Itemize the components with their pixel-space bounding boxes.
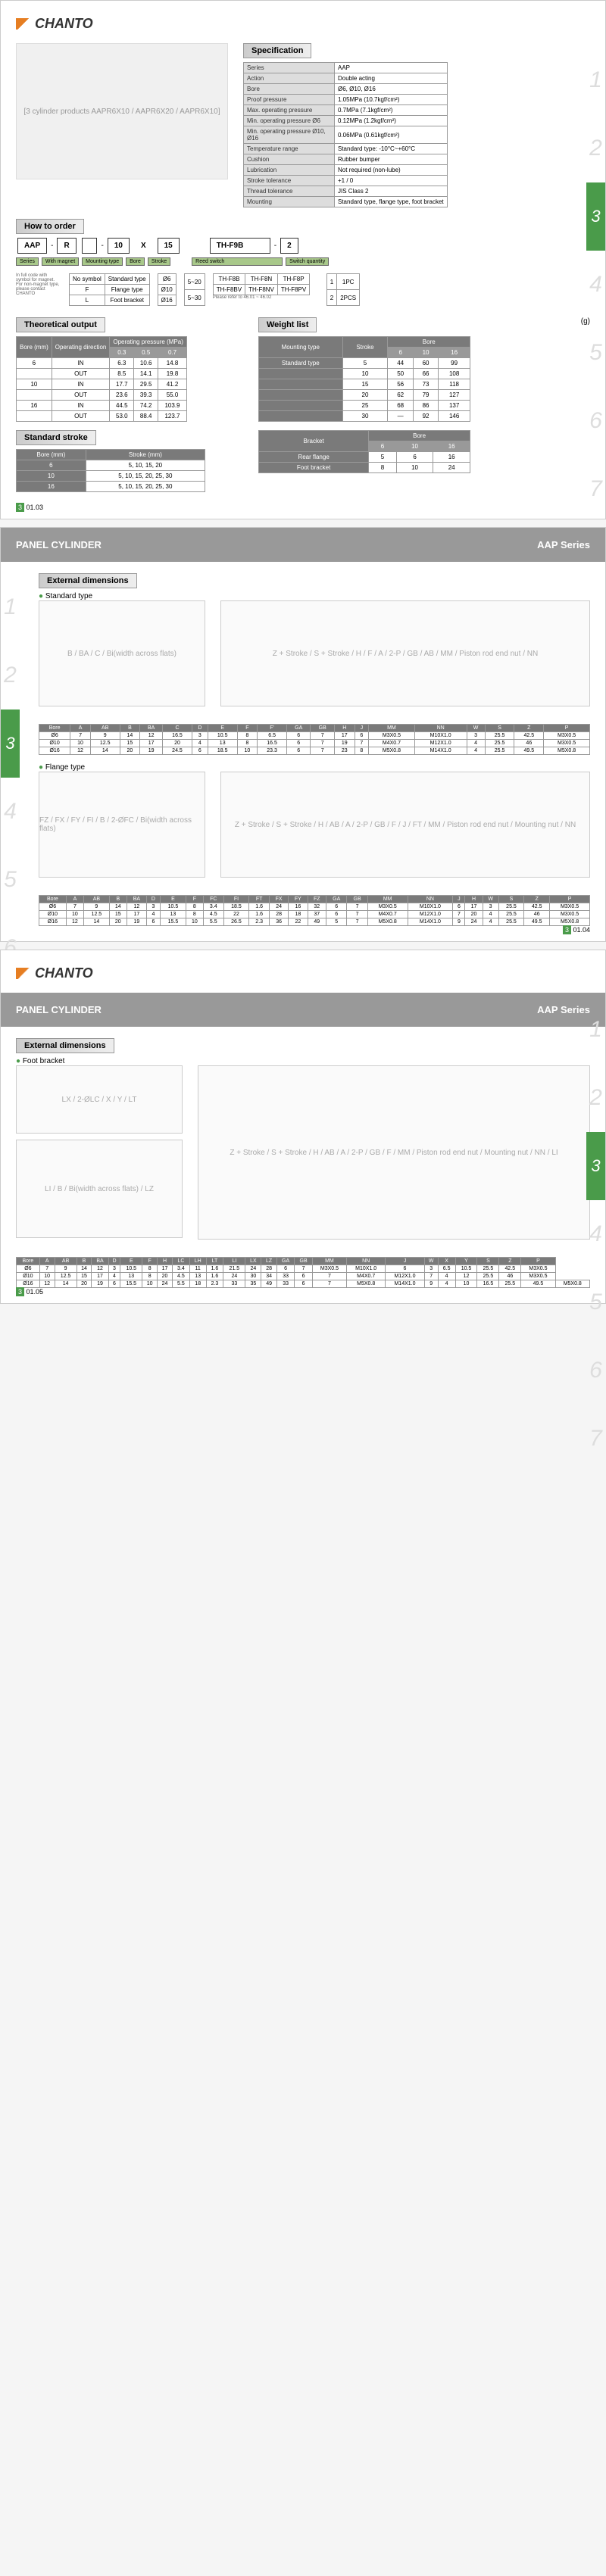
order-mount <box>82 238 98 254</box>
magnet-note: In full code with symbol for magnet. For… <box>16 273 61 306</box>
lbl-magnet: With magnet <box>42 257 79 266</box>
stroke-opts: 5~205~30 <box>184 273 205 306</box>
theo-title: Theoretical output <box>16 317 105 332</box>
weight-table-1: Mounting typeStrokeBore61016Standard typ… <box>258 336 470 422</box>
order-x: X <box>135 239 152 253</box>
weight-table-2: BracketBore61016Rear flange5616Foot brac… <box>258 430 470 473</box>
std-front-drawing: B / BA / C / Bi(width across flats) <box>39 600 205 706</box>
page-number-1: 3 01.03 <box>16 504 43 511</box>
reed-opts: TH-F8BTH-F8NTH-F8PTH-F8BVTH-F8NVTH-F8PV <box>213 273 310 295</box>
side-num-2: 2 <box>586 114 605 182</box>
order-magnet: R <box>57 238 76 254</box>
lbl-reed: Reed switch <box>192 257 283 266</box>
logo-text: CHANTO <box>35 16 93 32</box>
page-number-3: 3 01.05 <box>16 1288 43 1296</box>
panel-header-3: PANEL CYLINDER AAP Series <box>1 993 605 1027</box>
flange-front-drawing: FZ / FX / FY / FI / B / 2-ØFC / Bi(width… <box>39 772 205 878</box>
order-stroke: 15 <box>158 238 180 254</box>
order-qty: 2 <box>280 238 298 254</box>
page-3: CHANTO PANEL CYLINDER AAP Series 1 2 3 4… <box>0 950 606 1304</box>
panel-series: AAP Series <box>537 539 590 550</box>
flange-side-drawing: Z + Stroke / S + Stroke / H / AB / A / 2… <box>220 772 590 878</box>
std-side-drawing: Z + Stroke / S + Stroke / H / F / A / 2-… <box>220 600 590 706</box>
order-bore: 10 <box>108 238 130 254</box>
spec-title: Specification <box>243 43 311 58</box>
foot-top-drawing: LX / 2-ØLC / X / Y / LT <box>16 1065 183 1134</box>
logo-text-3: CHANTO <box>35 965 93 981</box>
side-num-5: 5 <box>586 319 605 387</box>
standard-dim-table: BoreAABBBACDEFF'GAGBHJMMNNWSZPØ679141216… <box>39 724 590 755</box>
logo-icon <box>16 18 31 30</box>
lbl-series: Series <box>16 257 39 266</box>
reed-note: Please refer to 46.01 ~ 46.02 <box>213 295 319 300</box>
weight-title: Weight list <box>258 317 317 332</box>
standard-label: ● Standard type <box>39 592 590 600</box>
lbl-stroke: Stroke <box>148 257 170 266</box>
product-image: [3 cylinder products AAPR6X10 / AAPR6X20… <box>16 43 228 179</box>
side-num-1: 1 <box>586 46 605 114</box>
logo-icon-3 <box>16 968 31 979</box>
side-nav-right: 1 2 3 4 5 6 7 <box>586 46 605 523</box>
order-details: In full code with symbol for magnet. For… <box>16 273 590 306</box>
flange-dim-table: BoreAABBBADEFFCFIFTFXFYFZGAGBMMNNJHWSZPØ… <box>39 895 590 926</box>
qty-opts: 11PC22PCS <box>326 273 360 306</box>
lbl-mount: Mounting type <box>82 257 123 266</box>
ext-dim-title-2: External dimensions <box>39 573 137 588</box>
foot-side-drawing: Z + Stroke / S + Stroke / H / AB / A / 2… <box>198 1065 590 1240</box>
side-num-6: 6 <box>586 387 605 455</box>
side-num-4: 4 <box>586 251 605 319</box>
lbl-qty: Switch quantity <box>286 257 329 266</box>
order-title: How to order <box>16 219 84 234</box>
flange-label: ● Flange type <box>39 763 590 772</box>
order-series: AAP <box>17 238 47 254</box>
page-number-2: 3 01.04 <box>563 926 590 934</box>
theoretical-table: Bore (mm)Operating directionOperating pr… <box>16 336 187 422</box>
order-code: AAP - R - 10 X 15 TH-F9B - 2 <box>16 238 590 254</box>
lbl-bore: Bore <box>126 257 145 266</box>
panel-title: PANEL CYLINDER <box>16 539 102 550</box>
order-labels-row: Series With magnet Mounting type Bore St… <box>16 257 590 266</box>
foot-bottom-drawing: LI / B / Bi(width across flats) / LZ <box>16 1140 183 1238</box>
mount-opts: No symbolStandard typeFFlange typeLFoot … <box>69 273 150 306</box>
logo: CHANTO <box>16 16 590 32</box>
order-reed: TH-F9B <box>210 238 270 254</box>
stroke-table: Bore (mm)Stroke (mm)65, 10, 15, 20105, 1… <box>16 449 205 492</box>
page-2: PANEL CYLINDER AAP Series 1 2 3 4 5 6 7 … <box>0 527 606 942</box>
ext-dim-title-3: External dimensions <box>16 1038 114 1053</box>
page-1: 1 2 3 4 5 6 7 CHANTO [3 cylinder product… <box>0 0 606 519</box>
panel-header-2: PANEL CYLINDER AAP Series <box>1 528 605 562</box>
side-num-3: 3 <box>586 182 605 251</box>
foot-dim-table: BoreAABBBADEFHLCLHLTLILXLZGAGBMMNNJWXYSZ… <box>16 1257 590 1288</box>
foot-label: ● Foot bracket <box>16 1057 590 1065</box>
bore-opts: Ø6Ø10Ø16 <box>158 273 176 306</box>
stroke-title: Standard stroke <box>16 430 96 445</box>
side-nav-right-3: 1 2 3 4 5 6 7 <box>586 996 605 1473</box>
side-num-7: 7 <box>586 455 605 523</box>
spec-table: SeriesAAPActionDouble actingBoreØ6, Ø10,… <box>243 62 448 207</box>
logo-3: CHANTO <box>16 965 590 981</box>
